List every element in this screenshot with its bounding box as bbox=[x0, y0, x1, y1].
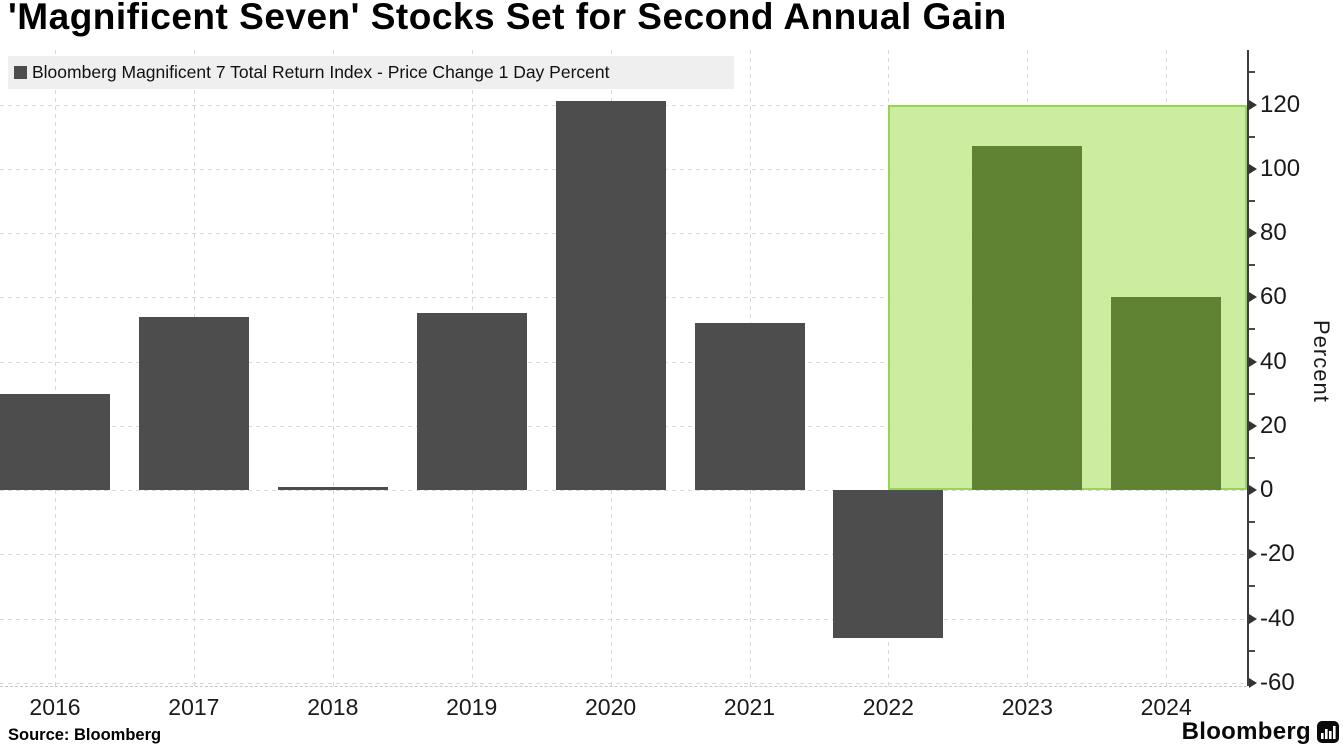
y-tick-major bbox=[1249, 356, 1257, 367]
y-tick-minor bbox=[1249, 71, 1255, 74]
y-tick-label: 100 bbox=[1260, 154, 1301, 182]
y-tick-label: -40 bbox=[1260, 604, 1295, 632]
bloomberg-terminal-icon bbox=[1317, 721, 1339, 743]
bar-2019[interactable] bbox=[416, 313, 527, 491]
x-tick-label-2016: 2016 bbox=[29, 694, 81, 720]
bar-2018[interactable] bbox=[277, 486, 388, 491]
y-tick-minor bbox=[1249, 456, 1255, 459]
v-gridline bbox=[332, 50, 334, 686]
h-gridline bbox=[0, 554, 1247, 556]
y-tick-label: 40 bbox=[1260, 347, 1287, 375]
bar-2022[interactable] bbox=[833, 490, 944, 638]
x-tick-label-2018: 2018 bbox=[307, 694, 359, 720]
bloomberg-wordmark: Bloomberg bbox=[1181, 718, 1311, 745]
legend: Bloomberg Magnificent 7 Total Return Ind… bbox=[8, 56, 734, 89]
v-gridline bbox=[55, 50, 56, 686]
y-tick-minor bbox=[1249, 264, 1255, 267]
y-tick-minor bbox=[1249, 585, 1255, 588]
y-tick-major bbox=[1249, 292, 1257, 303]
y-axis: -60 -40 -20 0 20 40 60 80 100 120 bbox=[1247, 50, 1343, 696]
bar-2016[interactable] bbox=[0, 393, 110, 491]
y-tick-minor bbox=[1249, 392, 1255, 395]
x-tick-label-2019: 2019 bbox=[446, 694, 498, 720]
y-tick-label: 80 bbox=[1260, 219, 1287, 247]
y-tick-minor bbox=[1249, 649, 1255, 652]
x-tick-label-2020: 2020 bbox=[585, 694, 637, 720]
y-tick-minor bbox=[1249, 135, 1255, 138]
legend-label: Bloomberg Magnificent 7 Total Return Ind… bbox=[32, 62, 610, 82]
y-tick-label: -20 bbox=[1260, 540, 1295, 568]
h-gridline bbox=[0, 618, 1247, 620]
plot-area bbox=[0, 50, 1247, 687]
y-tick-label: 0 bbox=[1260, 476, 1274, 504]
y-tick-minor bbox=[1249, 521, 1255, 524]
x-tick-label-2021: 2021 bbox=[723, 694, 776, 720]
x-tick-label-2017: 2017 bbox=[168, 694, 220, 720]
h-gridline bbox=[0, 682, 1247, 684]
bar-2020[interactable] bbox=[555, 101, 666, 491]
chart-title: 'Magnificent Seven' Stocks Set for Secon… bbox=[8, 0, 1007, 37]
y-tick-major bbox=[1249, 485, 1257, 496]
bar-2021[interactable] bbox=[694, 323, 805, 491]
y-tick-major bbox=[1249, 163, 1257, 174]
h-gridline bbox=[0, 490, 1247, 492]
y-tick-minor bbox=[1249, 199, 1255, 202]
y-tick-label: 60 bbox=[1260, 283, 1287, 311]
y-tick-minor bbox=[1249, 328, 1255, 331]
bar-2017[interactable] bbox=[138, 316, 249, 491]
y-tick-label: 120 bbox=[1260, 90, 1301, 118]
y-tick-major bbox=[1249, 99, 1257, 110]
bar-2024[interactable] bbox=[1111, 297, 1222, 491]
legend-marker-icon bbox=[14, 66, 27, 79]
x-tick-label-2023: 2023 bbox=[1001, 694, 1053, 720]
y-axis-title: Percent bbox=[1309, 320, 1334, 403]
y-tick-major bbox=[1249, 228, 1257, 239]
y-axis-line bbox=[1247, 50, 1249, 686]
y-tick-major bbox=[1249, 677, 1257, 688]
y-tick-major bbox=[1249, 420, 1257, 431]
bloomberg-logo: Bloomberg bbox=[1182, 718, 1339, 746]
y-tick-major bbox=[1249, 613, 1257, 624]
x-tick-label-2022: 2022 bbox=[862, 694, 914, 720]
x-tick-label-2024: 2024 bbox=[1140, 694, 1192, 720]
source-note: Source: Bloomberg bbox=[8, 726, 162, 744]
y-tick-label: 20 bbox=[1260, 411, 1287, 439]
y-tick-major bbox=[1249, 549, 1257, 560]
y-tick-label: -60 bbox=[1260, 668, 1295, 696]
bar-2023[interactable] bbox=[972, 146, 1083, 491]
